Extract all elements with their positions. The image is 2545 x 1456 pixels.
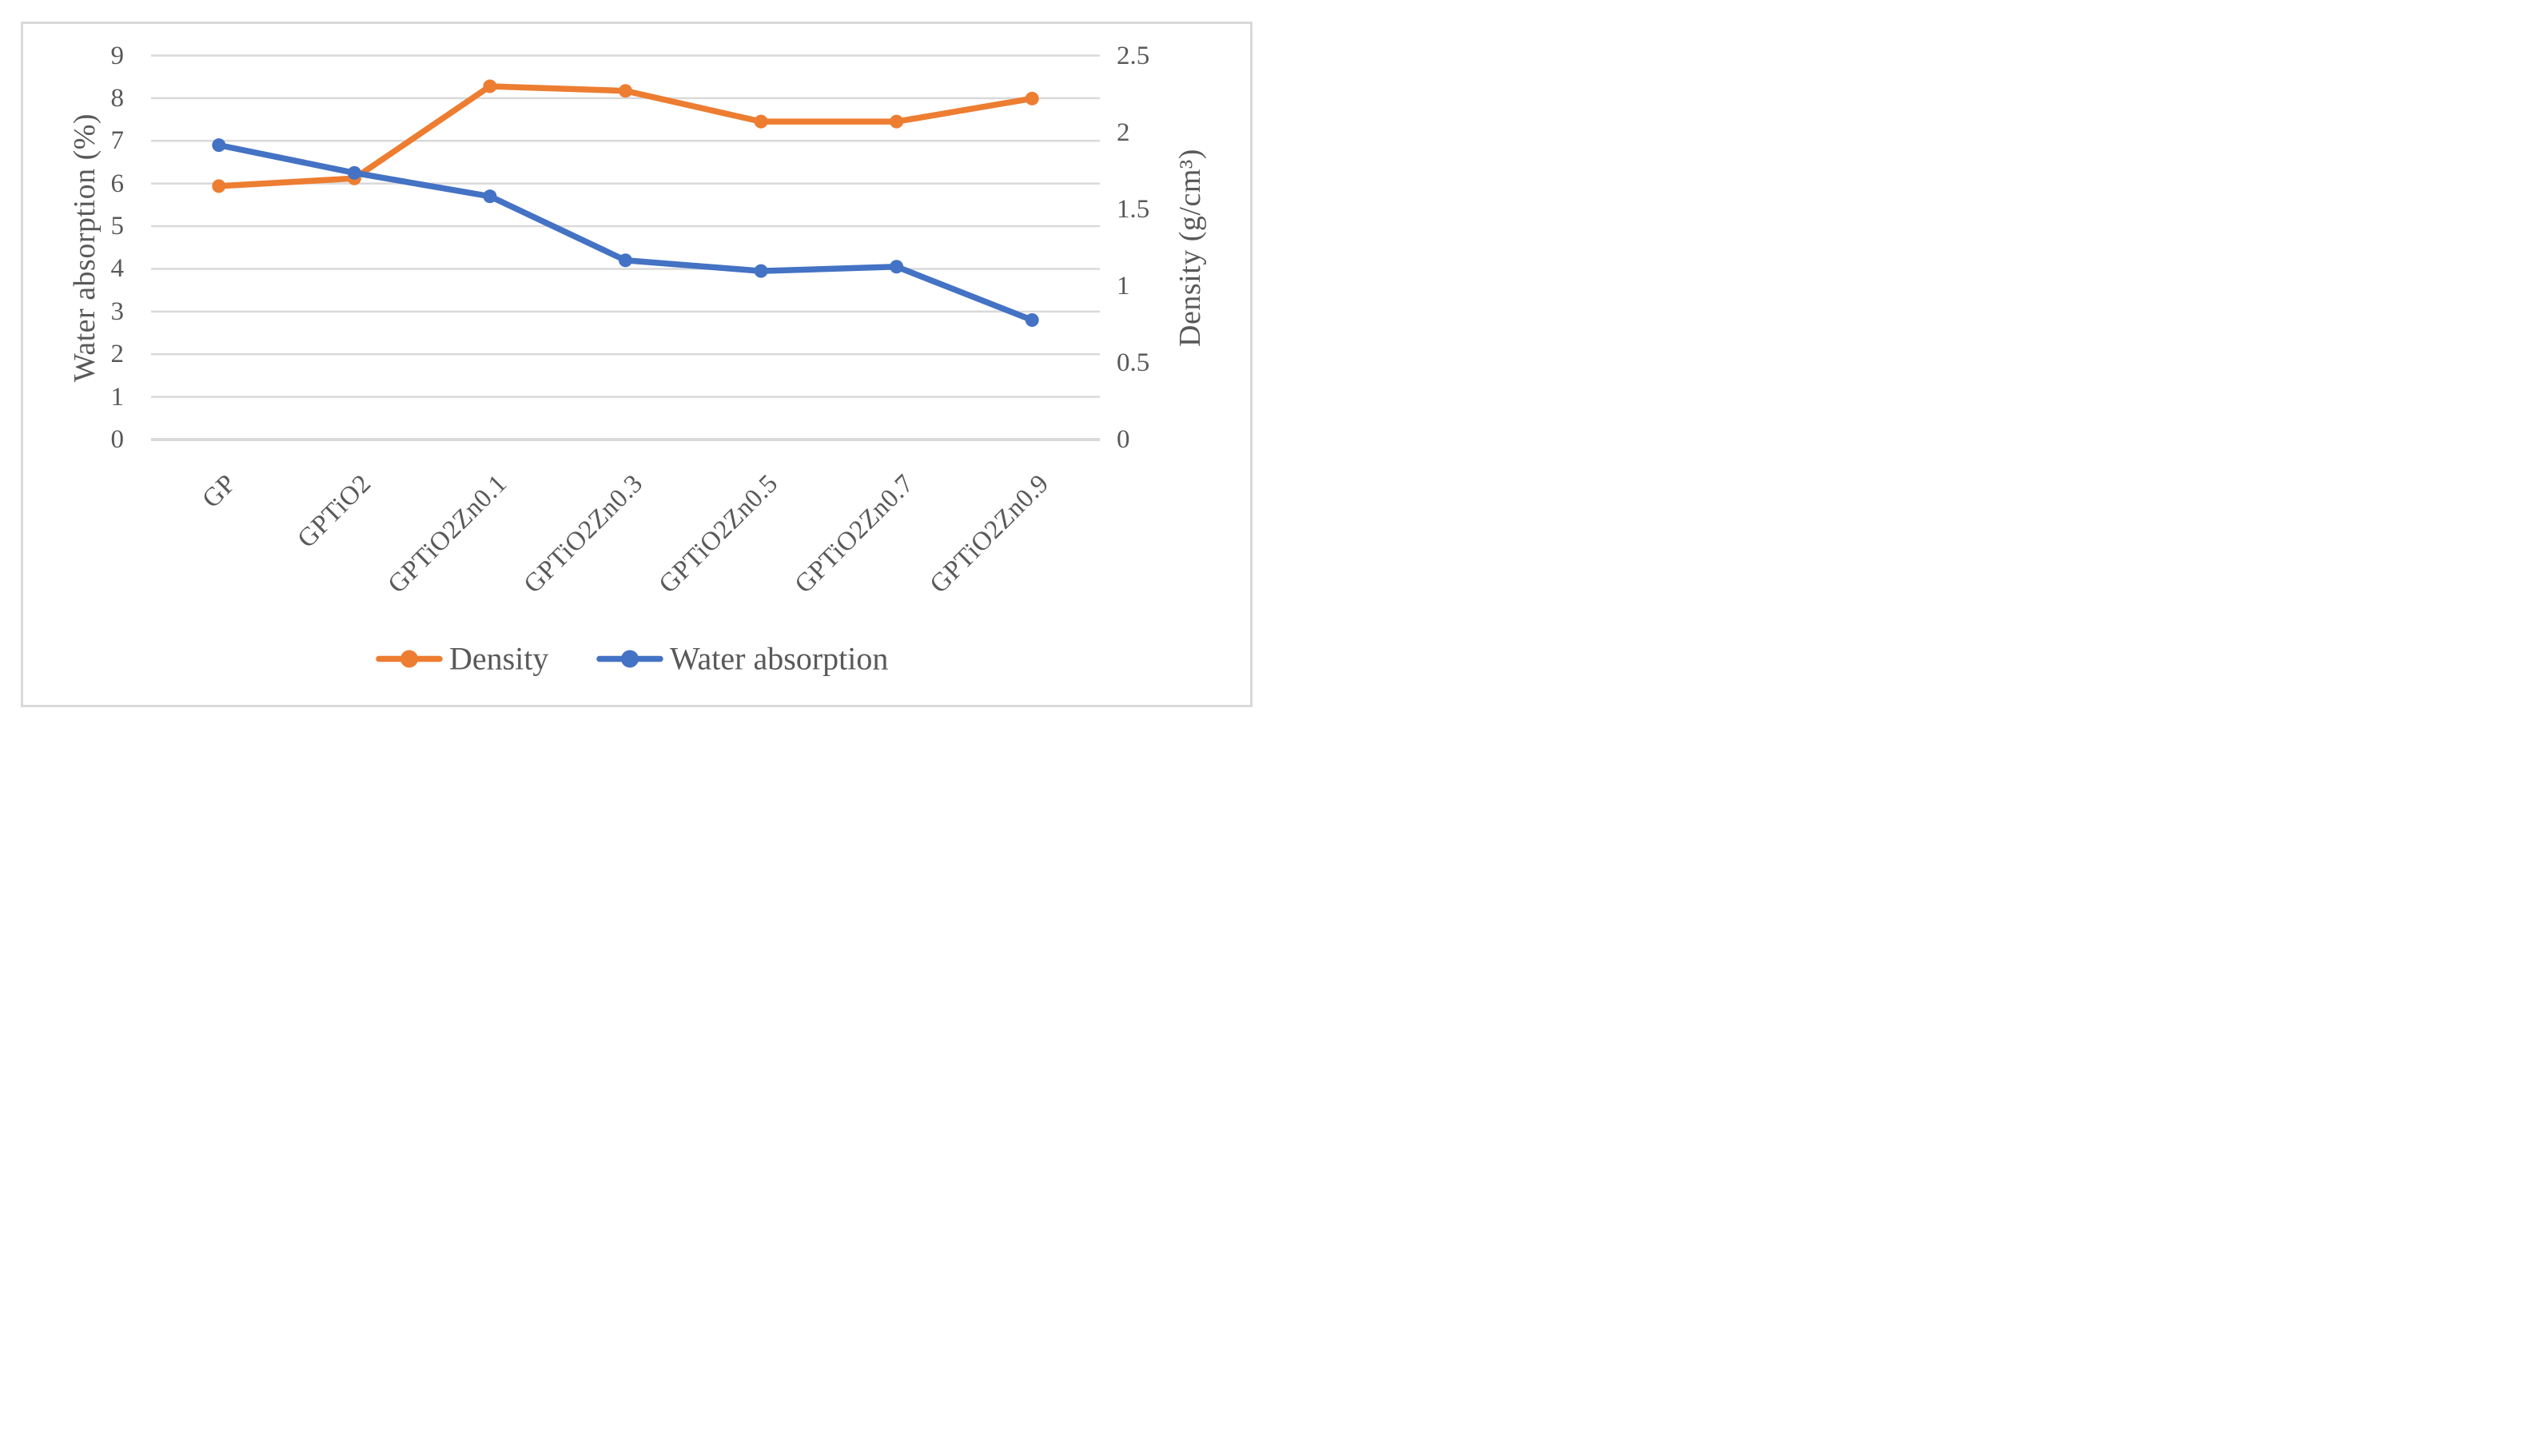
y-axis-tick-label: 1: [110, 382, 125, 412]
right-axis-tick-label: 2.5: [1117, 41, 1150, 70]
y-axis-tick-label: 2: [110, 340, 125, 369]
data-point-marker: [483, 79, 497, 93]
data-point-marker: [1025, 91, 1039, 105]
right-axis-tick-label: 2: [1117, 117, 1130, 147]
y-axis-tick-label: 5: [110, 212, 125, 241]
data-point-marker: [619, 84, 632, 98]
y-axis-tick-label: 8: [110, 83, 125, 113]
data-point-marker: [754, 264, 768, 278]
right-axis-tick-label: 0: [1117, 425, 1130, 454]
right-axis-tick-label: 0.5: [1117, 348, 1150, 377]
data-point-marker: [1025, 313, 1039, 328]
data-point-marker: [483, 189, 497, 204]
y-axis-tick-label: 7: [110, 126, 125, 156]
data-point-marker: [619, 253, 632, 268]
data-point-marker: [212, 179, 226, 193]
right-axis-tick-label: 1.5: [1117, 194, 1150, 224]
data-point-marker: [347, 165, 361, 180]
y-axis-tick-label: 9: [110, 41, 125, 70]
data-point-marker: [212, 138, 226, 153]
left-axis-title: Water absorption (%): [68, 113, 102, 383]
data-point-marker: [754, 114, 768, 129]
y-axis-tick-label: 4: [110, 254, 125, 284]
data-point-marker: [890, 114, 904, 129]
chart-frame: [21, 22, 1253, 707]
y-axis-tick-label: 3: [110, 296, 125, 326]
right-axis-title: Density (g/cm³): [1173, 149, 1207, 347]
y-axis-tick-label: 6: [110, 169, 125, 198]
data-point-marker: [890, 260, 904, 274]
plot-area: [151, 54, 1100, 441]
series-line-water-absorption: [216, 141, 1035, 324]
right-axis-tick-label: 1: [1117, 271, 1130, 300]
y-axis-tick-label: 0: [110, 425, 125, 454]
